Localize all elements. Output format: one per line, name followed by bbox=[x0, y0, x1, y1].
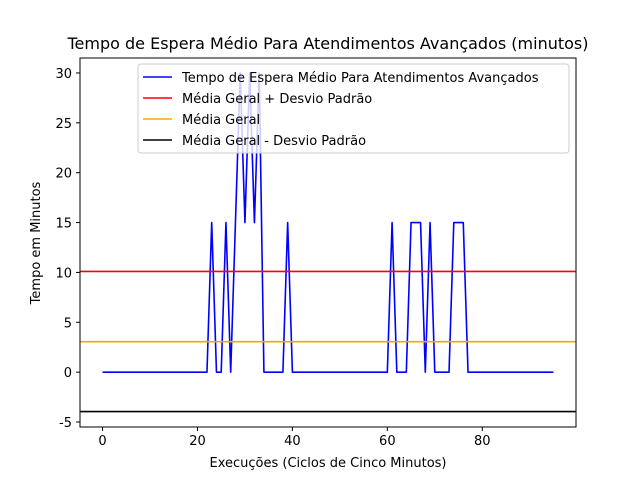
y-tick-label-7: 30 bbox=[55, 67, 72, 82]
series-line-0 bbox=[102, 72, 554, 373]
y-tick-label-5: 20 bbox=[55, 167, 72, 182]
chart-title: Tempo de Espera Médio Para Atendimentos … bbox=[66, 34, 588, 53]
x-tick-label-4: 80 bbox=[474, 434, 491, 449]
legend-label-0: Tempo de Espera Médio Para Atendimentos … bbox=[181, 71, 539, 86]
legend-label-2: Média Geral bbox=[182, 113, 260, 128]
y-tick-label-3: 10 bbox=[55, 266, 72, 281]
y-tick-label-1: 0 bbox=[64, 366, 72, 381]
y-tick-label-2: 5 bbox=[64, 316, 72, 331]
x-tick-label-3: 60 bbox=[379, 434, 396, 449]
axes: 0 20 40 60 80 -5 0 5 10 15 20 25 30 bbox=[55, 57, 577, 449]
y-axis-label: Tempo em Minutos bbox=[29, 181, 44, 305]
legend-label-3: Média Geral - Desvio Padrão bbox=[182, 134, 366, 149]
plot-area bbox=[80, 72, 576, 413]
legend-label-1: Média Geral + Desvio Padrão bbox=[182, 92, 372, 107]
x-tick-label-1: 20 bbox=[189, 434, 206, 449]
axes-frame bbox=[79, 57, 577, 428]
x-tick-label-0: 0 bbox=[98, 434, 106, 449]
y-tick-label-4: 15 bbox=[55, 217, 72, 232]
y-tick-label-0: -5 bbox=[59, 416, 72, 431]
x-axis-label: Execuções (Ciclos de Cinco Minutos) bbox=[209, 456, 446, 471]
y-tick-label-6: 25 bbox=[55, 117, 72, 132]
legend: Tempo de Espera Médio Para Atendimentos … bbox=[137, 63, 570, 154]
x-tick-label-2: 40 bbox=[284, 434, 301, 449]
legend-box bbox=[137, 63, 570, 154]
